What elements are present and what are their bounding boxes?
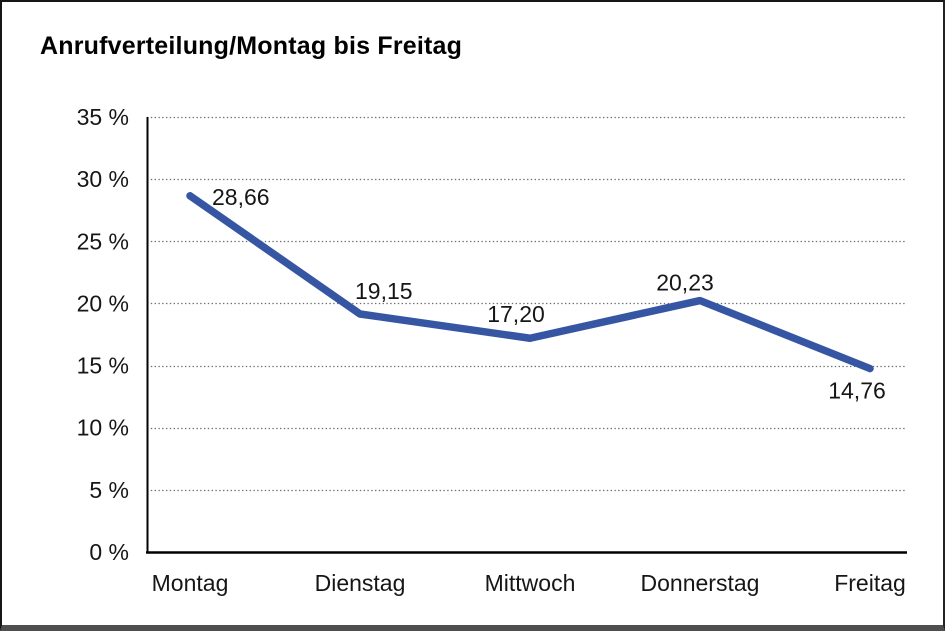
- x-axis-category-label: Freitag: [834, 570, 906, 596]
- data-point-label: 17,20: [487, 301, 545, 327]
- y-axis-tick-label: 10 %: [77, 415, 129, 441]
- series-line: [186, 192, 874, 373]
- data-point-label: 28,66: [212, 184, 270, 210]
- y-axis-tick-label: 25 %: [77, 228, 129, 254]
- y-axis-tick-label: 30 %: [77, 166, 129, 192]
- data-point-label: 20,23: [656, 270, 714, 296]
- y-axis-tick-label: 0 %: [89, 539, 129, 565]
- x-axis-category-label: Mittwoch: [485, 570, 576, 596]
- chart-title: Anrufverteilung/Montag bis Freitag: [40, 32, 463, 60]
- data-point-label: 14,76: [828, 378, 886, 404]
- x-axis-category-label: Montag: [152, 570, 229, 596]
- y-axis-tick-label: 5 %: [89, 477, 129, 503]
- data-point-label: 19,15: [355, 278, 413, 304]
- x-axis-category-label: Dienstag: [315, 570, 406, 596]
- x-axis-category-label: Donnerstag: [641, 570, 760, 596]
- y-axis-tick-label: 15 %: [77, 353, 129, 379]
- y-axis-tick-label: 35 %: [77, 104, 129, 130]
- y-axis-tick-label: 20 %: [77, 290, 129, 316]
